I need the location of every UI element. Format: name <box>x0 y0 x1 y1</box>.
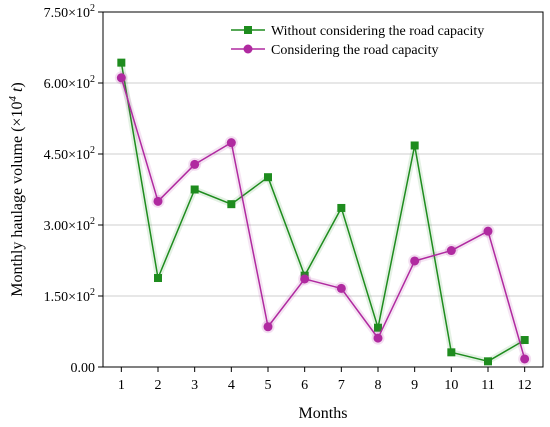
x-tick-label: 11 <box>481 378 494 393</box>
x-tick-label: 8 <box>375 378 382 393</box>
x-tick-label: 1 <box>118 378 125 393</box>
data-point <box>520 336 529 345</box>
x-tick-label: 9 <box>411 378 418 393</box>
legend-label: Without considering the road capacity <box>271 24 484 39</box>
data-point <box>337 203 346 212</box>
data-point <box>373 333 383 343</box>
data-point <box>117 58 126 67</box>
data-point <box>483 226 493 236</box>
x-tick-label: 4 <box>228 378 235 393</box>
series-line-glow <box>118 62 527 365</box>
x-axis-title: Months <box>299 405 348 422</box>
data-point <box>153 196 163 206</box>
data-point <box>263 322 273 332</box>
legend-marker <box>243 44 253 54</box>
data-point <box>520 354 530 364</box>
x-tick-label: 2 <box>155 378 162 393</box>
data-point <box>190 159 200 169</box>
y-axis: 0.00 1.50×102 3.00×102 4.50×102 6.00×102 7.50… <box>44 3 103 376</box>
series-layer <box>114 58 532 366</box>
legend-item: Without considering the road capacity <box>231 24 484 39</box>
x-axis: 1 2 3 4 5 6 7 8 9 10 11 12 <box>118 367 532 393</box>
y-tick-label: 0.00 <box>71 361 96 376</box>
data-point <box>300 274 310 284</box>
x-tick-label: 7 <box>338 378 345 393</box>
x-tick-label: 5 <box>265 378 272 393</box>
y-tick-label: 3.00×102 <box>44 216 95 234</box>
data-point <box>154 274 162 283</box>
y-tick-label: 4.50×102 <box>44 145 95 163</box>
data-point <box>484 357 492 366</box>
x-tick-label: 12 <box>518 378 532 393</box>
y-tick-label: 6.00×102 <box>44 74 95 92</box>
y-tick-label: 1.50×102 <box>44 287 95 305</box>
series-line <box>120 77 526 360</box>
data-point <box>190 185 199 194</box>
data-point <box>410 256 420 266</box>
y-axis-title-suffix: ) <box>9 82 26 87</box>
legend-label: Considering the road capacity <box>271 43 439 58</box>
y-axis-title-exponent: 4 <box>7 96 19 102</box>
data-point <box>264 173 272 182</box>
data-point <box>374 323 382 332</box>
plot-frame <box>102 11 544 368</box>
y-axis-title-unit: t <box>9 87 26 96</box>
data-point <box>227 200 236 209</box>
data-point <box>446 246 456 256</box>
data-point <box>410 141 419 150</box>
x-tick-label: 10 <box>444 378 458 393</box>
x-tick-label: 3 <box>191 378 198 393</box>
y-axis-title: Monthly haulage volume (×104 t) <box>7 82 26 297</box>
legend: Without considering the road capacity Con… <box>231 24 484 58</box>
series-2 <box>114 71 532 366</box>
grid-lines <box>103 82 543 297</box>
data-point <box>336 283 346 293</box>
series-line <box>120 62 526 363</box>
series-1 <box>117 58 529 366</box>
y-axis-title-prefix: Monthly haulage volume (×10 <box>9 102 26 297</box>
legend-marker <box>244 26 252 34</box>
data-point <box>447 348 456 357</box>
x-tick-label: 6 <box>301 378 308 393</box>
legend-item: Considering the road capacity <box>231 43 439 58</box>
data-point <box>226 138 236 148</box>
y-tick-label: 7.50×102 <box>44 3 95 21</box>
data-point <box>116 73 126 83</box>
